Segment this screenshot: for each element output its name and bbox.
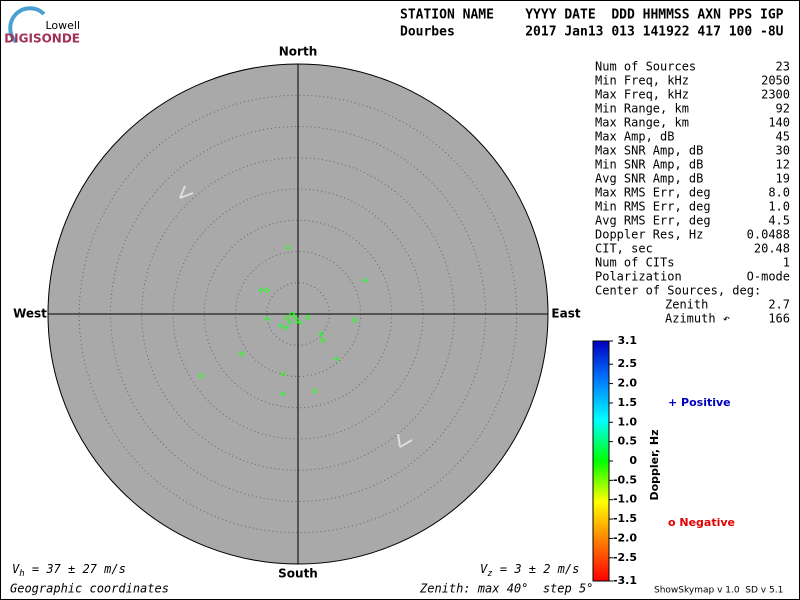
stat-label: Azimuth ↶: [665, 312, 730, 326]
stat-value: 2050: [761, 74, 790, 88]
stat-label: Avg SNR Amp, dB: [595, 172, 703, 186]
direction-label: West: [13, 307, 47, 321]
stat-value: 1: [783, 256, 790, 270]
logo-top: Lowell: [45, 19, 80, 32]
stat-value: 30: [776, 144, 790, 158]
stat-label: Min Freq, kHz: [595, 74, 689, 88]
colorbar-tick-label: 1.0: [618, 415, 638, 428]
coords-text: Geographic coordinates: [10, 582, 169, 596]
stat-label: Zenith: [665, 298, 708, 312]
source-negative: [285, 245, 291, 251]
colorbar: [592, 340, 610, 582]
vz-value: = 3 ± 2 m/s: [493, 562, 580, 576]
source-negative: [198, 373, 204, 379]
source-positive: [361, 277, 368, 284]
colorbar-tick-label: 0: [629, 454, 637, 467]
colorbar-tick-label: 0.5: [618, 435, 638, 448]
colorbar-tick-label: -2.0: [613, 531, 637, 544]
stat-label: Max Range, km: [595, 116, 689, 130]
source-positive: [283, 324, 290, 331]
header-line: Dourbes 2017 Jan13 013 141922 417 100 -8…: [400, 25, 784, 40]
colorbar-tick-label: -1.0: [613, 493, 637, 506]
stat-value: 19: [776, 172, 790, 186]
stat-label: Max Freq, kHz: [595, 88, 689, 102]
source-negative: [312, 388, 318, 394]
vh-symbol: V: [12, 562, 20, 576]
stat-label: Polarization: [595, 270, 682, 284]
stat-value: 2.7: [768, 298, 790, 312]
stat-label: Num of Sources: [595, 60, 696, 74]
colorbar-tick-label: -0.5: [613, 473, 637, 486]
stat-label: Max RMS Err, deg: [595, 186, 711, 200]
vh-text: Vh = 37 ± 27 m/s: [12, 562, 126, 579]
stat-value: 1.0: [768, 200, 790, 214]
source-negative: [280, 371, 286, 377]
legend-negative: o Negative: [668, 516, 735, 529]
logo-bottom: DIGISONDE: [4, 32, 80, 46]
stat-value: 23: [776, 60, 790, 74]
vh-sub: h: [19, 569, 24, 579]
vh-value: = 37 ± 27 m/s: [25, 562, 126, 576]
colorbar-label: Doppler, Hz: [648, 429, 661, 500]
stat-value: 2300: [761, 88, 790, 102]
stat-label: Max Amp, dB: [595, 130, 674, 144]
stat-label: Min RMS Err, deg: [595, 200, 711, 214]
source-negative: [264, 287, 270, 293]
source-negative: [239, 351, 245, 357]
source-positive: [296, 319, 303, 326]
colorbar-tick-label: 2.5: [618, 357, 638, 370]
logo-swoosh: [8, 6, 46, 44]
source-positive: [258, 287, 265, 294]
direction-label: North: [279, 45, 317, 59]
chevron: [397, 433, 413, 448]
vz-sub: z: [487, 569, 492, 579]
vz-text: Vz = 3 ± 2 m/s: [480, 562, 579, 579]
stat-label: Max SNR Amp, dB: [595, 144, 703, 158]
source-negative: [305, 314, 311, 320]
stat-value: 140: [768, 116, 790, 130]
source-positive: [280, 391, 286, 397]
source-negative: [320, 337, 326, 343]
stat-value: 92: [776, 102, 790, 116]
stat-value: 45: [776, 130, 790, 144]
source-negative: [284, 315, 290, 321]
colorbar-tick-label: -3.1: [613, 574, 637, 587]
version-text: ShowSkymap v 1.0 SD v 5.1: [654, 586, 783, 596]
source-negative: [352, 317, 358, 323]
source-positive: [263, 316, 270, 322]
direction-label: South: [278, 567, 318, 581]
colorbar-tick-label: -2.5: [613, 551, 637, 564]
stat-label: CIT, sec: [595, 242, 653, 256]
source-negative: [294, 317, 300, 323]
header-line: STATION NAME YYYY DATE DDD HHMMSS AXN PP…: [400, 8, 784, 23]
source-negative: [289, 311, 295, 317]
source-positive: [333, 356, 340, 362]
stat-label: Num of CITs: [595, 256, 674, 270]
colorbar-tick-label: 1.5: [618, 396, 638, 409]
stat-label: Doppler Res, Hz: [595, 228, 703, 242]
center-title: Center of Sources, deg:: [595, 284, 761, 298]
stat-label: Min SNR Amp, dB: [595, 158, 703, 172]
colorbar-tick-label: 3.1: [618, 334, 638, 347]
source-positive: [318, 331, 325, 337]
chevron: [179, 185, 194, 199]
stat-value: O-mode: [747, 270, 790, 284]
stat-value: 166: [768, 312, 790, 326]
stat-value: 12: [776, 158, 790, 172]
colorbar-tick-label: 2.0: [618, 377, 638, 390]
stat-value: 8.0: [768, 186, 790, 200]
vz-symbol: V: [480, 562, 488, 576]
stat-label: Avg RMS Err, deg: [595, 214, 711, 228]
source-positive: [286, 319, 293, 326]
colorbar-tick-label: -1.5: [613, 512, 637, 525]
legend-positive: + Positive: [668, 396, 731, 409]
source-positive: [278, 322, 285, 329]
zenith-text: Zenith: max 40° step 5°: [419, 582, 593, 596]
direction-label: East: [551, 307, 580, 321]
stat-label: Min Range, km: [595, 102, 689, 116]
stat-value: 20.48: [754, 242, 790, 256]
stat-value: 0.0488: [747, 228, 790, 242]
stat-value: 4.5: [768, 214, 790, 228]
